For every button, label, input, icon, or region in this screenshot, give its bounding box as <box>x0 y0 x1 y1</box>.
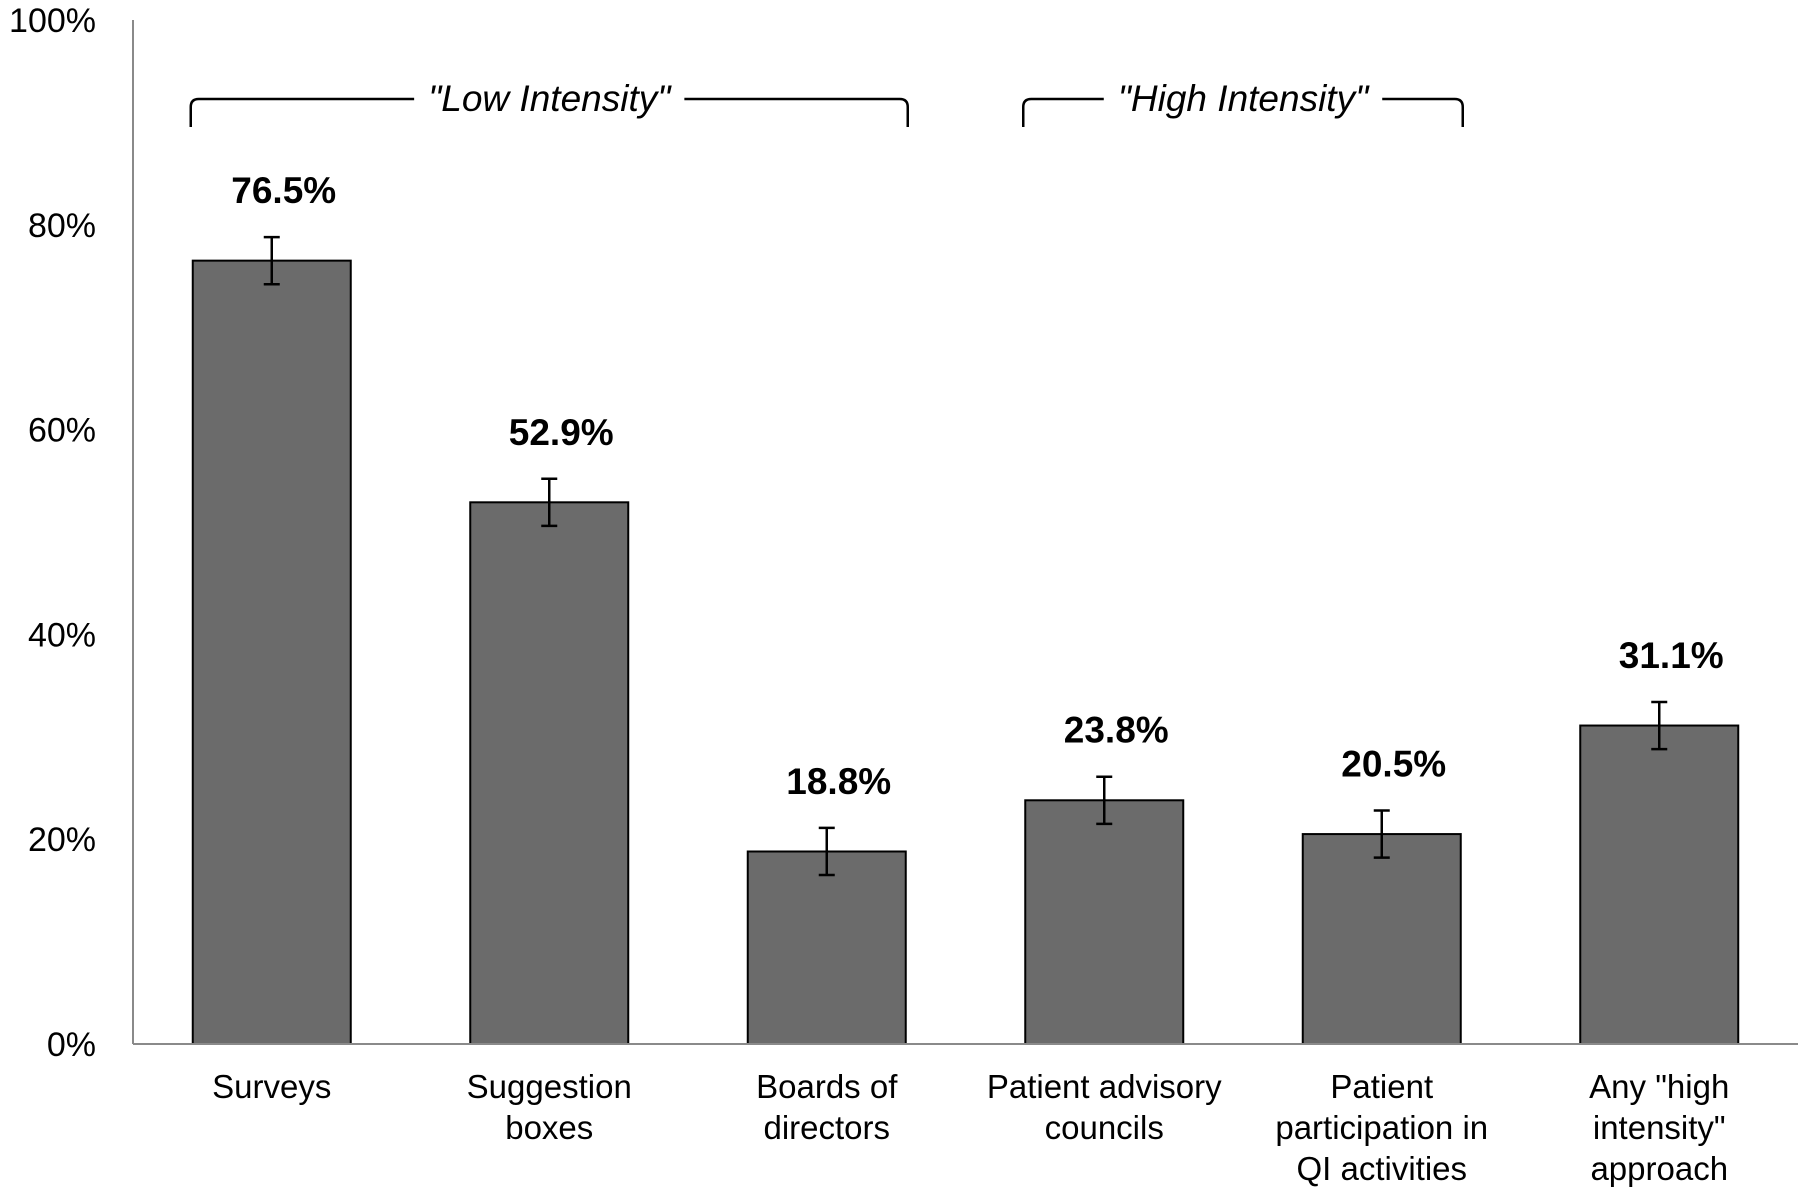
bar <box>1579 724 1740 1045</box>
category-label: Boards of directors <box>756 1068 898 1146</box>
group-bracket: "High Intensity" <box>1022 78 1464 127</box>
y-tick-label: 20% <box>28 821 96 859</box>
y-tick-label: 60% <box>28 412 96 450</box>
error-bars <box>263 235 1668 877</box>
category-labels: Surveys Suggestion boxes Boards of directors… <box>212 1068 1729 1187</box>
group-brackets: "Low Intensity" "High Intensity" <box>189 78 1464 127</box>
bar <box>1024 799 1185 1046</box>
data-label: 20.5% <box>1341 744 1446 785</box>
data-label: 18.8% <box>786 761 891 802</box>
data-label: 76.5% <box>231 170 336 211</box>
bar <box>469 501 630 1045</box>
bar <box>191 259 352 1045</box>
error-bar <box>1373 809 1390 859</box>
category-label: Surveys <box>212 1068 331 1105</box>
group-bracket: "Low Intensity" <box>189 78 909 127</box>
data-label: 23.8% <box>1064 710 1169 751</box>
bar <box>746 850 907 1045</box>
value-labels: 76.5% 52.9% 18.8% 23.8% 20.5% 31.1% <box>231 170 1723 802</box>
error-bar <box>263 235 280 286</box>
y-tick-label: 100% <box>9 2 96 40</box>
bar <box>1301 833 1462 1046</box>
category-label: Suggestion boxes <box>467 1068 632 1146</box>
error-bar <box>818 826 835 877</box>
category-label: Any "high intensity" approach <box>1589 1068 1729 1187</box>
error-bar <box>541 477 558 528</box>
group-label: "High Intensity" <box>1118 78 1370 119</box>
category-label: Patient participation in QI activities <box>1275 1068 1488 1187</box>
bars <box>191 259 1740 1046</box>
y-tick-label: 0% <box>47 1026 96 1064</box>
data-label: 31.1% <box>1619 635 1724 676</box>
error-bar <box>1096 775 1113 826</box>
y-tick-label: 40% <box>28 616 96 654</box>
group-label: "Low Intensity" <box>428 78 672 119</box>
error-bar <box>1651 700 1668 751</box>
y-axis-ticks: 0% 20% 40% 60% 80% 100% <box>9 2 96 1064</box>
y-tick-label: 80% <box>28 207 96 245</box>
data-label: 52.9% <box>509 412 614 453</box>
category-label: Patient advisory councils <box>987 1068 1222 1146</box>
